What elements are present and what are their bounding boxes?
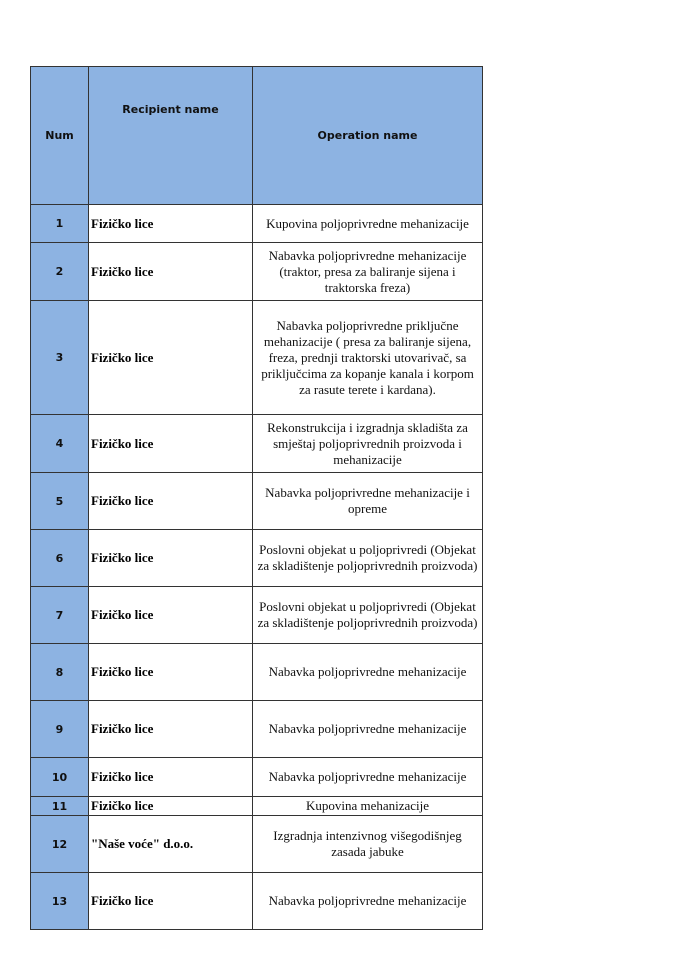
header-row: Num Recipient name Operation name: [30, 66, 483, 205]
table-row: 4 Fizičko lice Rekonstrukcija i izgradnja …: [30, 414, 483, 473]
num-cell: 6: [30, 529, 89, 587]
recipient-cell: Fizičko lice: [88, 472, 253, 530]
num-cell: 7: [30, 586, 89, 644]
table-row: 2 Fizičko lice Nabavka poljoprivredne meha…: [30, 242, 483, 301]
recipient-cell: "Naše voće" d.o.o.: [88, 815, 253, 873]
table-row: 10 Fizičko lice Nabavka poljoprivredne meh…: [30, 757, 483, 797]
operation-cell: Nabavka poljoprivredne mehanizacije i op…: [252, 472, 483, 530]
num-cell: 4: [30, 414, 89, 473]
header-operation: Operation name: [252, 66, 483, 205]
num-cell: 2: [30, 242, 89, 301]
operation-cell: Izgradnja intenzivnog višegodišnjeg zasa…: [252, 815, 483, 873]
operation-cell: Kupovina poljoprivredne mehanizacije: [252, 204, 483, 243]
operation-cell: Nabavka poljoprivredne mehanizacije (tra…: [252, 242, 483, 301]
table-row: 12 "Naše voće" d.o.o. Izgradnja intenzivno…: [30, 815, 483, 873]
recipient-cell: Fizičko lice: [88, 796, 253, 816]
operation-cell: Nabavka poljoprivredne mehanizacije: [252, 757, 483, 797]
num-cell: 5: [30, 472, 89, 530]
table-row: 13 Fizičko lice Nabavka poljoprivredne meh…: [30, 872, 483, 930]
header-recipient: Recipient name: [88, 66, 253, 205]
operation-cell: Kupovina mehanizacije: [252, 796, 483, 816]
table-row: 8 Fizičko lice Nabavka poljoprivredne meha…: [30, 643, 483, 701]
operation-cell: Nabavka poljoprivredne mehanizacije: [252, 643, 483, 701]
num-cell: 12: [30, 815, 89, 873]
recipient-cell: Fizičko lice: [88, 529, 253, 587]
table-row: 9 Fizičko lice Nabavka poljoprivredne meha…: [30, 700, 483, 758]
num-cell: 9: [30, 700, 89, 758]
table-row: 1 Fizičko lice Kupovina poljoprivredne meh…: [30, 204, 483, 243]
recipient-cell: Fizičko lice: [88, 300, 253, 415]
recipient-cell: Fizičko lice: [88, 757, 253, 797]
recipients-table: Num Recipient name Operation name 1 Fizič…: [30, 66, 483, 930]
operation-cell: Nabavka poljoprivredne mehanizacije: [252, 872, 483, 930]
num-cell: 1: [30, 204, 89, 243]
recipient-cell: Fizičko lice: [88, 586, 253, 644]
table-row: 11 Fizičko lice Kupovina mehanizacije: [30, 796, 483, 816]
table-row: 3 Fizičko lice Nabavka poljoprivredne prik…: [30, 300, 483, 415]
operation-cell: Poslovni objekat u poljoprivredi (Objeka…: [252, 529, 483, 587]
header-num: Num: [30, 66, 89, 205]
num-cell: 11: [30, 796, 89, 816]
recipient-cell: Fizičko lice: [88, 242, 253, 301]
recipient-cell: Fizičko lice: [88, 872, 253, 930]
table-row: 7 Fizičko lice Poslovni objekat u poljopri…: [30, 586, 483, 644]
table-row: 6 Fizičko lice Poslovni objekat u poljopri…: [30, 529, 483, 587]
operation-cell: Poslovni objekat u poljoprivredi (Objeka…: [252, 586, 483, 644]
num-cell: 8: [30, 643, 89, 701]
table-row: 5 Fizičko lice Nabavka poljoprivredne meha…: [30, 472, 483, 530]
operation-cell: Nabavka poljoprivredne mehanizacije: [252, 700, 483, 758]
num-cell: 3: [30, 300, 89, 415]
recipient-cell: Fizičko lice: [88, 204, 253, 243]
num-cell: 13: [30, 872, 89, 930]
operation-cell: Nabavka poljoprivredne priključne mehani…: [252, 300, 483, 415]
operation-cell: Rekonstrukcija i izgradnja skladišta za …: [252, 414, 483, 473]
recipient-cell: Fizičko lice: [88, 643, 253, 701]
num-cell: 10: [30, 757, 89, 797]
recipient-cell: Fizičko lice: [88, 700, 253, 758]
recipient-cell: Fizičko lice: [88, 414, 253, 473]
